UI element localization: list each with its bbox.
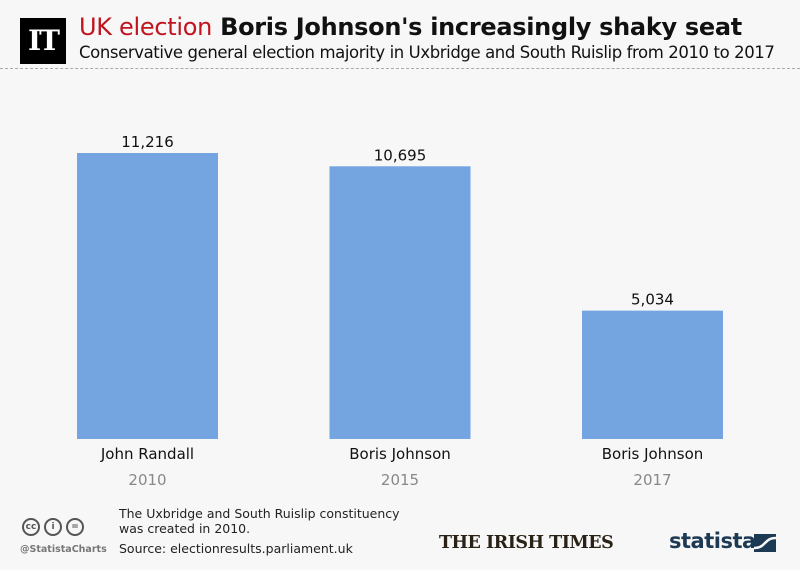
- year-label: 2010: [128, 471, 166, 489]
- attribution-icon: i: [44, 518, 62, 536]
- chart-subtitle: Conservative general election majority i…: [79, 43, 775, 62]
- value-label: 10,695: [374, 146, 427, 164]
- no-derivatives-icon: =: [66, 518, 84, 536]
- year-label: 2015: [381, 471, 419, 489]
- value-label: 11,216: [121, 133, 174, 151]
- source-text: Source: electionresults.parliament.uk: [119, 541, 353, 556]
- title-accent: UK election: [79, 13, 213, 41]
- value-label: 5,034: [631, 291, 674, 309]
- statista-handle: @StatistaCharts: [20, 544, 107, 555]
- candidate-label: Boris Johnson: [602, 445, 704, 463]
- bar-2017: [582, 310, 723, 439]
- license-icons: cc i =: [22, 518, 84, 536]
- year-label: 2017: [633, 471, 671, 489]
- candidate-label: Boris Johnson: [349, 445, 451, 463]
- irish-times-logo: IT: [20, 18, 66, 64]
- header-divider: [0, 68, 800, 69]
- cc-icon: cc: [22, 518, 40, 536]
- title-main: Boris Johnson's increasingly shaky seat: [220, 13, 742, 41]
- chart-title: UK election Boris Johnson's increasingly…: [79, 13, 742, 41]
- irish-times-wordmark: THE IRISH TIMES: [439, 533, 614, 553]
- statista-wordmark: statista: [669, 529, 756, 553]
- footnote: The Uxbridge and South Ruislip constitue…: [119, 506, 400, 536]
- candidate-label: John Randall: [100, 445, 194, 463]
- statista-icon: [754, 534, 776, 552]
- bar-2010: [77, 153, 218, 439]
- bar-2015: [329, 166, 471, 439]
